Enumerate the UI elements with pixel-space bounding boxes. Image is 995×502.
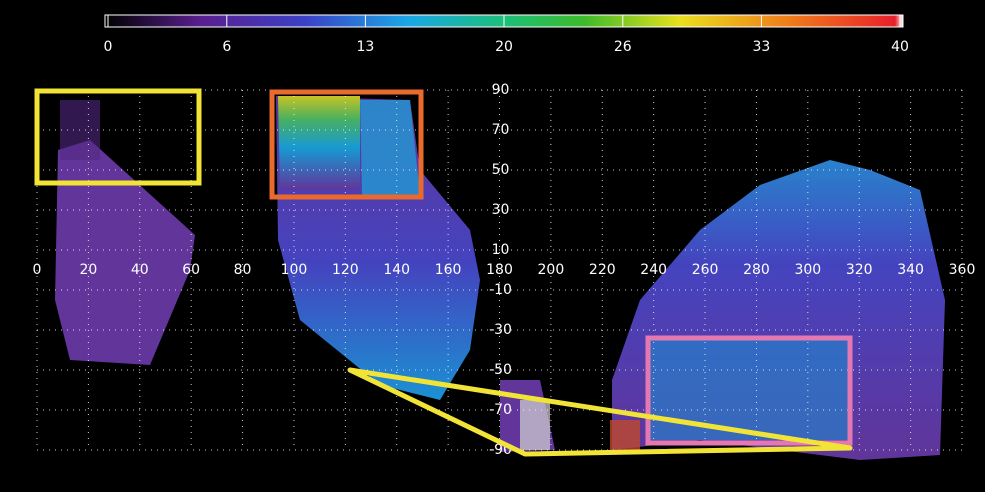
y-tick-label: -30 [489,322,512,338]
colorbar-tick-label: 6 [222,39,231,55]
x-tick-label: 20 [79,262,97,278]
data-swath [610,420,640,450]
colorbar-tick-label: 13 [356,39,374,55]
colorbar-ticks: 0 6 13 20 26 33 40 [104,15,909,55]
x-tick-label: 260 [692,262,719,278]
x-tick-label: 60 [182,262,200,278]
highlight-box [269,89,424,200]
data-swath [360,100,420,195]
y-tick-label: 50 [492,162,510,178]
x-tick-label: 40 [131,262,149,278]
data-swath [278,96,360,190]
x-tick-label: 280 [743,262,770,278]
x-tick-label: 140 [383,262,410,278]
colorbar-tick-label: 40 [891,39,909,55]
x-tick-label: 320 [846,262,873,278]
x-tick-label: 340 [897,262,924,278]
highlight-box [645,335,853,446]
x-tick-label: 120 [332,262,359,278]
data-swath [650,340,850,440]
colorbar-tick-label: 0 [104,39,113,55]
x-tick-label: 160 [435,262,462,278]
axis-labels: 0 20 40 60 80 100 120 140 160 180 200 220 240 260 280 3… [33,82,976,458]
x-tick-label: 0 [33,262,42,278]
x-tick-label: 180 [486,262,513,278]
y-tick-label: 10 [492,242,510,258]
highlight-polygon [347,367,853,457]
highlight-box [34,88,202,186]
x-tick-label: 360 [949,262,976,278]
x-tick-label: 200 [538,262,565,278]
x-tick-label: 240 [640,262,667,278]
highlight-boxes [34,88,853,457]
data-swath [520,400,550,450]
y-tick-label: -50 [489,362,512,378]
colorbar-tick-label: 26 [614,39,632,55]
colorbar-tick-label: 33 [752,39,770,55]
y-tick-label: 70 [492,122,510,138]
grid [36,89,963,451]
x-tick-label: 100 [281,262,308,278]
x-tick-label: 80 [234,262,252,278]
x-tick-label: 300 [794,262,821,278]
x-tick-label: 220 [589,262,616,278]
y-tick-label: -70 [489,402,512,418]
data-swath [55,140,195,365]
colorbar-tick-label: 20 [495,39,513,55]
y-tick-label: -10 [489,282,512,298]
y-tick-label: 30 [492,202,510,218]
y-tick-label: 90 [492,82,510,98]
